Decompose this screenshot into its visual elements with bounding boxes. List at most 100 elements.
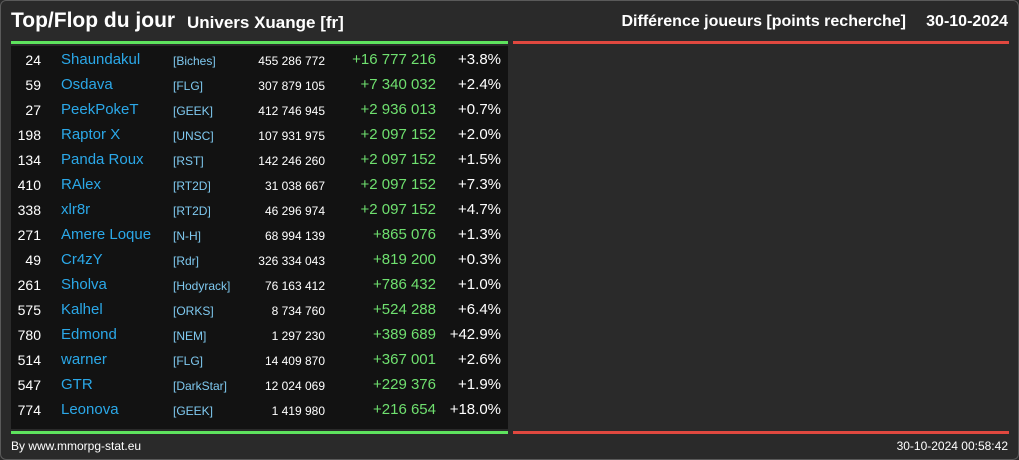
player-points: 8 734 760 bbox=[271, 304, 325, 318]
player-name-link[interactable]: Amere Loque bbox=[61, 226, 152, 243]
player-points: 326 334 043 bbox=[258, 254, 325, 268]
date-label: 30-10-2024 bbox=[926, 13, 1008, 30]
player-points: 142 246 260 bbox=[258, 154, 325, 168]
alliance-tag-link[interactable]: [ORKS] bbox=[173, 304, 214, 318]
player-rank: 514 bbox=[17, 352, 41, 368]
top-losers-panel bbox=[513, 46, 1009, 429]
points-difference: +16 777 216 bbox=[352, 51, 436, 68]
alliance-tag-link[interactable]: [Rdr] bbox=[173, 254, 200, 268]
player-points: 455 286 772 bbox=[258, 54, 325, 68]
player-points: 1 419 980 bbox=[271, 404, 325, 418]
table-row: 271 Amere Loque [N-H] 68 994 139 +865 076 +1.… bbox=[11, 223, 508, 248]
alliance-tag-link[interactable]: [Biches] bbox=[173, 54, 216, 68]
table-row: 575 Kalhel [ORKS] 8 734 760 +524 288 +6.4% bbox=[11, 298, 508, 323]
table-row: 134 Panda Roux [RST] 142 246 260 +2 097 152 +… bbox=[11, 148, 508, 173]
player-name-link[interactable]: Panda Roux bbox=[61, 151, 144, 168]
player-rank: 780 bbox=[17, 327, 41, 343]
percent-change: +2.4% bbox=[458, 76, 501, 93]
player-points: 76 163 412 bbox=[264, 279, 325, 293]
percent-change: +1.5% bbox=[458, 151, 501, 168]
percent-change: +2.6% bbox=[458, 351, 501, 368]
percent-change: +42.9% bbox=[449, 326, 501, 343]
player-name-link[interactable]: RAlex bbox=[61, 176, 102, 193]
player-name-link[interactable]: Osdava bbox=[61, 76, 113, 93]
percent-change: +1.3% bbox=[458, 226, 501, 243]
player-name-link[interactable]: Cr4zY bbox=[61, 251, 103, 268]
table-row: 59 Osdava [FLG] 307 879 105 +7 340 032 +2.4% bbox=[11, 73, 508, 98]
player-rank: 49 bbox=[25, 252, 41, 268]
player-name-link[interactable]: Raptor X bbox=[61, 126, 121, 143]
player-name-link[interactable]: Leonova bbox=[61, 401, 119, 418]
player-name-link[interactable]: xlr8r bbox=[61, 201, 91, 218]
alliance-tag-link[interactable]: [GEEK] bbox=[173, 404, 214, 418]
percent-change: +6.4% bbox=[458, 301, 501, 318]
player-name-link[interactable]: Sholva bbox=[61, 276, 107, 293]
percent-change: +1.9% bbox=[458, 376, 501, 393]
alliance-tag-link[interactable]: [Hodyrack] bbox=[173, 279, 231, 293]
table-row: 410 RAlex [RT2D] 31 038 667 +2 097 152 +7.3% bbox=[11, 173, 508, 198]
points-difference: +229 376 bbox=[373, 376, 436, 393]
player-name-link[interactable]: Edmond bbox=[61, 326, 117, 343]
table-row: 261 Sholva [Hodyrack] 76 163 412 +786 432 +1.… bbox=[11, 273, 508, 298]
player-name-link[interactable]: Kalhel bbox=[61, 301, 103, 318]
points-difference: +2 097 152 bbox=[360, 151, 437, 168]
player-name-link[interactable]: GTR bbox=[61, 376, 93, 393]
player-rank: 410 bbox=[17, 177, 41, 193]
alliance-tag-link[interactable]: [RT2D] bbox=[173, 179, 211, 193]
table-row: 198 Raptor X [UNSC] 107 931 975 +2 097 152 +2… bbox=[11, 123, 508, 148]
alliance-tag-link[interactable]: [N-H] bbox=[173, 229, 201, 243]
percent-change: +4.7% bbox=[458, 201, 501, 218]
player-points: 68 994 139 bbox=[264, 229, 325, 243]
bottom-losses-bar bbox=[513, 431, 1009, 434]
points-difference: +786 432 bbox=[373, 276, 436, 293]
site-credit: By www.mmorpg-stat.eu bbox=[11, 439, 142, 453]
player-rank: 575 bbox=[17, 302, 41, 318]
points-difference: +2 097 152 bbox=[360, 126, 437, 143]
points-difference: +524 288 bbox=[373, 301, 436, 318]
alliance-tag-link[interactable]: [RST] bbox=[173, 154, 204, 168]
alliance-tag-link[interactable]: [FLG] bbox=[173, 79, 204, 93]
table-row: 24 Shaundakul [Biches] 455 286 772 +16 777 2… bbox=[11, 48, 508, 73]
points-difference: +2 097 152 bbox=[360, 201, 437, 218]
player-points: 12 024 069 bbox=[264, 379, 325, 393]
generated-timestamp: 30-10-2024 00:58:42 bbox=[896, 439, 1008, 453]
percent-change: +1.0% bbox=[458, 276, 501, 293]
player-points: 14 409 870 bbox=[264, 354, 325, 368]
player-rank: 338 bbox=[17, 202, 41, 218]
percent-change: +3.8% bbox=[458, 51, 501, 68]
player-rank: 27 bbox=[25, 102, 41, 118]
points-difference: +367 001 bbox=[373, 351, 436, 368]
table-row: 338 xlr8r [RT2D] 46 296 974 +2 097 152 +4.7% bbox=[11, 198, 508, 223]
top-gainers-panel: 24 Shaundakul [Biches] 455 286 772 +16 777 2… bbox=[11, 46, 508, 429]
player-points: 46 296 974 bbox=[264, 204, 325, 218]
table-row: 27 PeekPokeT [GEEK] 412 746 945 +2 936 013 +0… bbox=[11, 98, 508, 123]
percent-change: +0.7% bbox=[458, 101, 501, 118]
universe-label: Univers Xuange [fr] bbox=[187, 13, 344, 32]
alliance-tag-link[interactable]: [UNSC] bbox=[173, 129, 214, 143]
alliance-tag-link[interactable]: [RT2D] bbox=[173, 204, 211, 218]
alliance-tag-link[interactable]: [NEM] bbox=[173, 329, 207, 343]
player-points: 307 879 105 bbox=[258, 79, 325, 93]
alliance-tag-link[interactable]: [DarkStar] bbox=[173, 379, 228, 393]
alliance-tag-link[interactable]: [FLG] bbox=[173, 354, 204, 368]
table-row: 774 Leonova [GEEK] 1 419 980 +216 654 +18.0% bbox=[11, 398, 508, 423]
table-row: 514 warner [FLG] 14 409 870 +367 001 +2.6% bbox=[11, 348, 508, 373]
player-points: 107 931 975 bbox=[258, 129, 325, 143]
page-title: Top/Flop du jour bbox=[11, 9, 176, 32]
top-losses-bar bbox=[513, 41, 1009, 44]
table-row: 49 Cr4zY [Rdr] 326 334 043 +819 200 +0.3% bbox=[11, 248, 508, 273]
points-difference: +819 200 bbox=[373, 251, 436, 268]
player-rank: 59 bbox=[25, 77, 41, 93]
player-rank: 198 bbox=[17, 127, 41, 143]
player-points: 412 746 945 bbox=[258, 104, 325, 118]
points-difference: +2 936 013 bbox=[360, 101, 437, 118]
percent-change: +18.0% bbox=[449, 401, 501, 418]
top-gains-bar bbox=[11, 41, 508, 44]
player-name-link[interactable]: Shaundakul bbox=[61, 51, 141, 68]
player-name-link[interactable]: PeekPokeT bbox=[61, 101, 139, 118]
alliance-tag-link[interactable]: [GEEK] bbox=[173, 104, 214, 118]
player-name-link[interactable]: warner bbox=[61, 351, 107, 368]
metric-label: Différence joueurs [points recherche] bbox=[621, 13, 906, 30]
player-points: 31 038 667 bbox=[264, 179, 325, 193]
